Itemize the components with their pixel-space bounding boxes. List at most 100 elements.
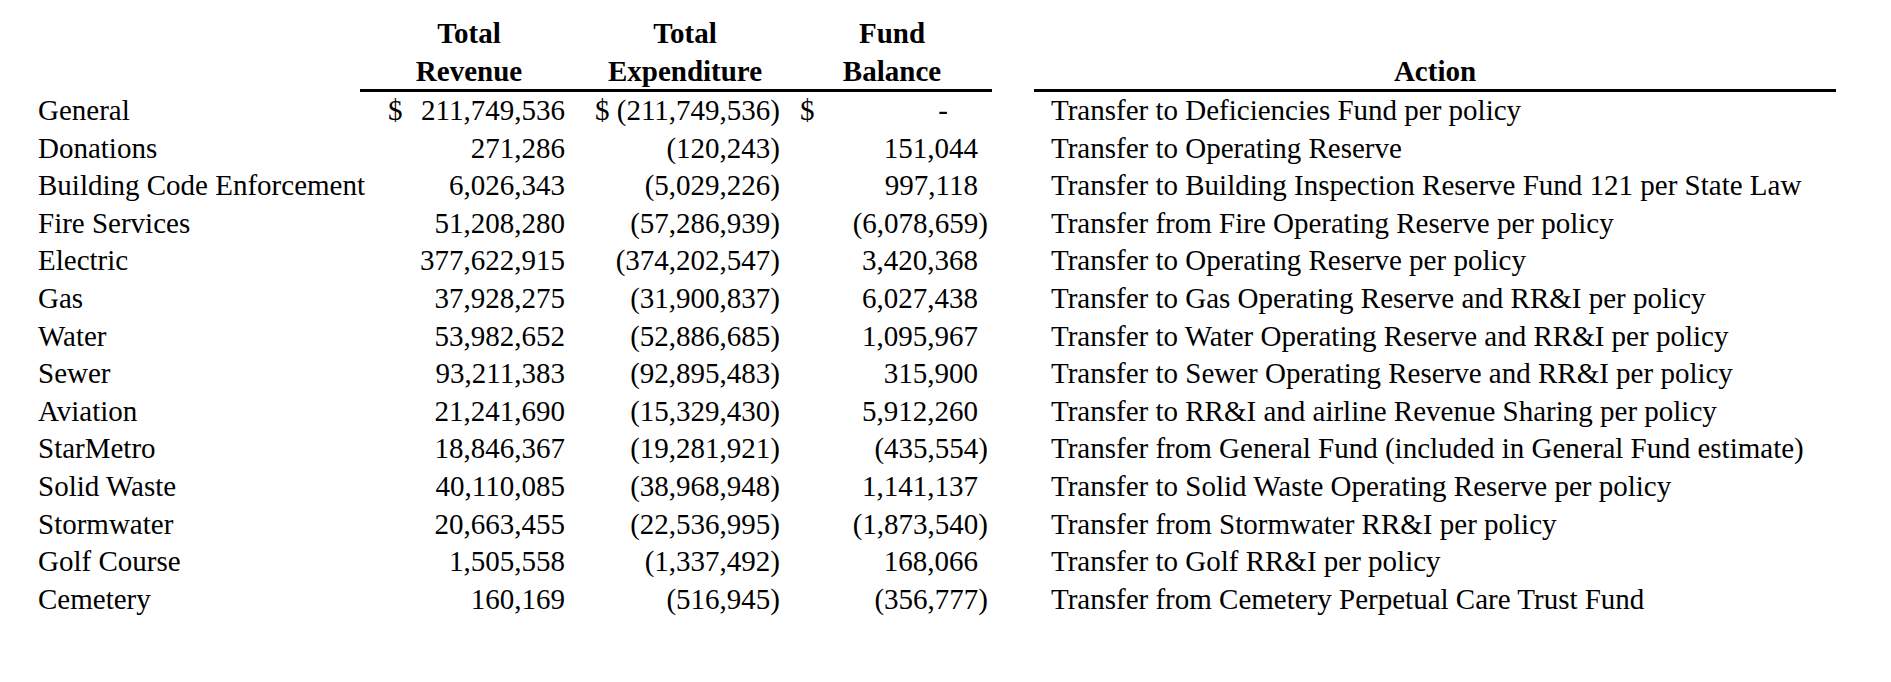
header-row-1: Total Total Fund bbox=[38, 0, 1836, 48]
expenditure-value: (22,536,995) bbox=[630, 506, 780, 544]
table-row: General $211,749,536 $(211,749,536) $- T… bbox=[38, 91, 1836, 130]
revenue-cell: $211,749,536 bbox=[360, 91, 578, 130]
table-row: Sewer 93,211,383 (92,895,483) 315,900 Tr… bbox=[38, 355, 1836, 393]
balance-cell: 168,066 bbox=[792, 543, 992, 581]
action-text: Transfer to Solid Waste Operating Reserv… bbox=[1034, 468, 1836, 506]
expenditure-cell: (38,968,948) bbox=[578, 468, 792, 506]
gap-cell bbox=[992, 393, 1034, 431]
fund-name: Gas bbox=[38, 280, 360, 318]
balance-cell: (356,777) bbox=[792, 581, 992, 619]
gap-cell bbox=[992, 130, 1034, 168]
revenue-value: 51,208,280 bbox=[435, 205, 576, 243]
header-total-revenue-line2: Revenue bbox=[360, 48, 578, 91]
balance-cell: (435,554) bbox=[792, 430, 992, 468]
expenditure-value: (5,029,226) bbox=[645, 167, 780, 205]
currency-symbol: $ bbox=[388, 92, 403, 130]
revenue-value: 40,110,085 bbox=[436, 468, 575, 506]
table-row: Gas 37,928,275 (31,900,837) 6,027,438 Tr… bbox=[38, 280, 1836, 318]
revenue-cell: 51,208,280 bbox=[360, 205, 578, 243]
expenditure-value: (211,749,536) bbox=[617, 92, 780, 130]
balance-value: 315,900 bbox=[884, 355, 988, 393]
header-row-2: Revenue Expenditure Balance Action bbox=[38, 48, 1836, 91]
revenue-value: 53,982,652 bbox=[435, 318, 576, 356]
action-text: Transfer to Operating Reserve bbox=[1034, 130, 1836, 168]
table-row: Water 53,982,652 (52,886,685) 1,095,967 … bbox=[38, 318, 1836, 356]
action-text: Transfer to Building Inspection Reserve … bbox=[1034, 167, 1836, 205]
balance-cell: 997,118 bbox=[792, 167, 992, 205]
table-row: Solid Waste 40,110,085 (38,968,948) 1,14… bbox=[38, 468, 1836, 506]
header-fund-balance-line2: Balance bbox=[792, 48, 992, 91]
action-text: Transfer to RR&I and airline Revenue Sha… bbox=[1034, 393, 1836, 431]
action-text: Transfer from Fire Operating Reserve per… bbox=[1034, 205, 1836, 243]
expenditure-value: (38,968,948) bbox=[630, 468, 780, 506]
fund-name: Stormwater bbox=[38, 506, 360, 544]
balance-value: 1,141,137 bbox=[862, 468, 988, 506]
fund-name: Golf Course bbox=[38, 543, 360, 581]
fund-name: Building Code Enforcement bbox=[38, 167, 360, 205]
revenue-cell: 93,211,383 bbox=[360, 355, 578, 393]
revenue-cell: 53,982,652 bbox=[360, 318, 578, 356]
balance-value: 1,095,967 bbox=[862, 318, 988, 356]
header-total-expenditure-line1: Total bbox=[578, 0, 792, 48]
revenue-value: 211,749,536 bbox=[421, 92, 575, 130]
gap-cell bbox=[992, 543, 1034, 581]
gap-cell bbox=[992, 581, 1034, 619]
fund-name: Fire Services bbox=[38, 205, 360, 243]
gap-cell bbox=[992, 280, 1034, 318]
revenue-value: 37,928,275 bbox=[435, 280, 576, 318]
balance-value: (356,777) bbox=[874, 581, 988, 619]
header-action-spacer bbox=[1034, 0, 1836, 48]
table-row: Golf Course 1,505,558 (1,337,492) 168,06… bbox=[38, 543, 1836, 581]
expenditure-cell: (120,243) bbox=[578, 130, 792, 168]
header-fund-balance-line1: Fund bbox=[792, 0, 992, 48]
balance-cell: 3,420,368 bbox=[792, 242, 992, 280]
header-fund-spacer2 bbox=[38, 48, 360, 91]
revenue-cell: 160,169 bbox=[360, 581, 578, 619]
action-text: Transfer from Cemetery Perpetual Care Tr… bbox=[1034, 581, 1836, 619]
header-gap-spacer2 bbox=[992, 48, 1034, 91]
balance-cell: $- bbox=[792, 91, 992, 130]
revenue-cell: 6,026,343 bbox=[360, 167, 578, 205]
gap-cell bbox=[992, 167, 1034, 205]
balance-value: (6,078,659) bbox=[853, 205, 988, 243]
revenue-value: 160,169 bbox=[471, 581, 575, 619]
action-text: Transfer to Water Operating Reserve and … bbox=[1034, 318, 1836, 356]
action-text: Transfer to Sewer Operating Reserve and … bbox=[1034, 355, 1836, 393]
expenditure-value: (31,900,837) bbox=[630, 280, 780, 318]
revenue-cell: 37,928,275 bbox=[360, 280, 578, 318]
balance-value: 6,027,438 bbox=[862, 280, 988, 318]
gap-cell bbox=[992, 242, 1034, 280]
revenue-value: 18,846,367 bbox=[435, 430, 576, 468]
expenditure-cell: (22,536,995) bbox=[578, 506, 792, 544]
fund-name: Cemetery bbox=[38, 581, 360, 619]
gap-cell bbox=[992, 355, 1034, 393]
table-row: Donations 271,286 (120,243) 151,044 Tran… bbox=[38, 130, 1836, 168]
revenue-cell: 21,241,690 bbox=[360, 393, 578, 431]
balance-cell: 1,141,137 bbox=[792, 468, 992, 506]
fund-name: StarMetro bbox=[38, 430, 360, 468]
revenue-cell: 271,286 bbox=[360, 130, 578, 168]
header-total-revenue-line1: Total bbox=[360, 0, 578, 48]
action-text: Transfer to Operating Reserve per policy bbox=[1034, 242, 1836, 280]
funds-table: Total Total Fund Revenue Expenditure Bal… bbox=[38, 0, 1836, 618]
fund-name: Solid Waste bbox=[38, 468, 360, 506]
expenditure-value: (516,945) bbox=[666, 581, 780, 619]
balance-cell: 5,912,260 bbox=[792, 393, 992, 431]
currency-symbol: $ bbox=[595, 92, 610, 130]
expenditure-value: (57,286,939) bbox=[630, 205, 780, 243]
table-row: Building Code Enforcement 6,026,343 (5,0… bbox=[38, 167, 1836, 205]
action-text: Transfer to Deficiencies Fund per policy bbox=[1034, 91, 1836, 130]
table-row: Aviation 21,241,690 (15,329,430) 5,912,2… bbox=[38, 393, 1836, 431]
header-gap-spacer bbox=[992, 0, 1034, 48]
table-row: Fire Services 51,208,280 (57,286,939) (6… bbox=[38, 205, 1836, 243]
table-row: Cemetery 160,169 (516,945) (356,777) Tra… bbox=[38, 581, 1836, 619]
header-action: Action bbox=[1034, 48, 1836, 91]
balance-cell: 6,027,438 bbox=[792, 280, 992, 318]
revenue-value: 93,211,383 bbox=[436, 355, 575, 393]
table-row: StarMetro 18,846,367 (19,281,921) (435,5… bbox=[38, 430, 1836, 468]
header-total-expenditure-line2: Expenditure bbox=[578, 48, 792, 91]
expenditure-cell: $(211,749,536) bbox=[578, 91, 792, 130]
balance-value: 5,912,260 bbox=[862, 393, 988, 431]
currency-symbol: $ bbox=[800, 92, 815, 130]
gap-cell bbox=[992, 468, 1034, 506]
